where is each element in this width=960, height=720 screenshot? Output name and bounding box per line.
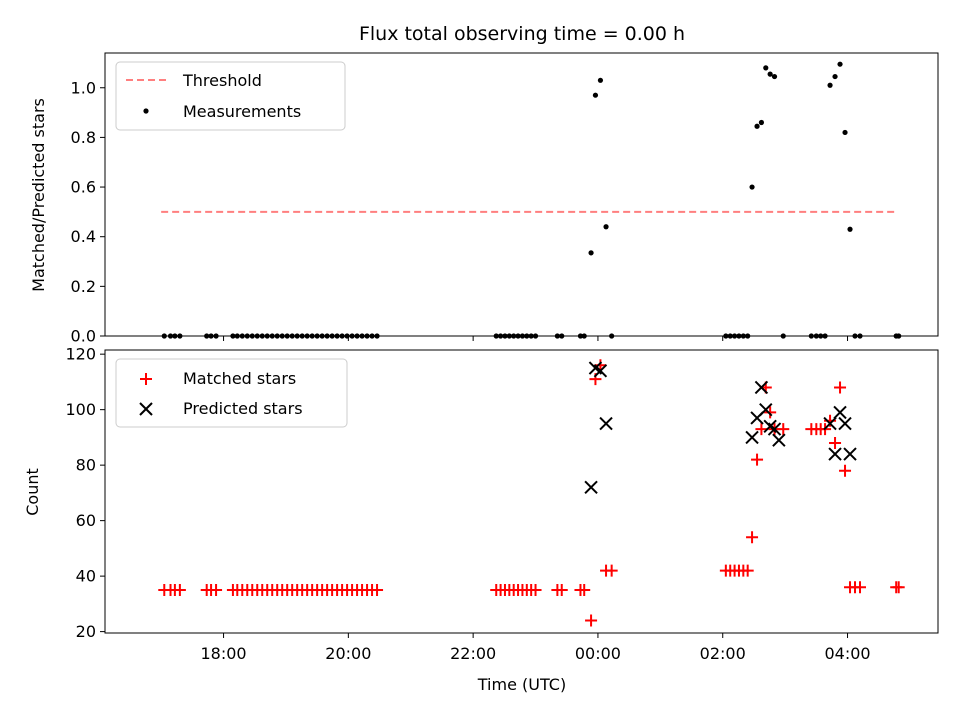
y-tick-label: 80	[76, 456, 96, 475]
matched-stars-point	[755, 423, 768, 436]
y-tick-label: 0.0	[71, 327, 96, 346]
y-tick-label: 0.2	[71, 277, 96, 296]
legend-matched-label: Matched stars	[183, 369, 296, 388]
measurement-point	[603, 224, 609, 230]
predicted-stars-point	[593, 364, 608, 378]
matched-stars-point	[746, 531, 759, 544]
bottom-x-ticks: 18:00 20:00 22:00 00:00 02:00 04:00	[200, 633, 871, 663]
measurement-point	[592, 92, 599, 98]
measurement-point	[837, 61, 843, 67]
measurement-point	[754, 123, 760, 129]
measurement-point	[832, 73, 838, 80]
measurement-point	[749, 184, 755, 190]
matched-stars-point	[751, 453, 764, 466]
matched-stars-point	[173, 583, 186, 596]
predicted-stars-point	[833, 405, 847, 420]
measurement-point	[588, 250, 594, 256]
legend-matched-swatch	[140, 373, 152, 385]
y-tick-label: 60	[76, 511, 96, 530]
top-legend: Threshold Measurements	[115, 61, 346, 131]
predicted-stars-point	[599, 416, 613, 431]
predicted-stars-point	[754, 380, 769, 395]
bottom-y-axis-label: Count	[23, 468, 42, 516]
bottom-y-ticks: 20 40 60 80 100 120	[65, 345, 105, 641]
predicted-stars-point	[767, 422, 782, 436]
y-tick-label: 40	[76, 567, 96, 586]
matched-stars-point	[764, 406, 777, 419]
measurement-point	[771, 73, 778, 80]
y-tick-label: 120	[65, 345, 96, 364]
y-tick-label: 0.4	[71, 227, 96, 246]
predicted-stars-point	[838, 416, 852, 431]
top-panel: 0.0 0.2 0.4 0.6 0.8 1.0 Matched/Predicted sta…	[29, 52, 939, 346]
x-tick-label: 18:00	[200, 644, 246, 663]
y-tick-label: 20	[76, 622, 96, 641]
legend-predicted-label: Predicted stars	[183, 399, 303, 418]
matched-stars-point	[210, 583, 223, 596]
matched-stars-point	[555, 583, 568, 596]
y-tick-label: 0.6	[71, 178, 96, 197]
x-tick-label: 22:00	[450, 644, 496, 663]
legend-predicted-swatch	[139, 402, 153, 416]
legend-measurements-swatch	[143, 108, 149, 114]
measurement-point	[827, 82, 833, 88]
predicted-stars-point	[584, 480, 598, 495]
measurement-point	[763, 65, 769, 71]
y-tick-label: 100	[65, 400, 96, 419]
x-tick-label: 00:00	[575, 644, 621, 663]
top-y-axis-label: Matched/Predicted stars	[29, 98, 48, 292]
y-tick-label: 1.0	[71, 78, 96, 97]
matched-stars-point	[529, 583, 542, 596]
measurement-point	[842, 129, 848, 136]
predicted-stars-point	[745, 430, 759, 445]
x-tick-label: 02:00	[700, 644, 746, 663]
matched-stars-point	[839, 464, 852, 477]
matched-stars-point	[777, 423, 790, 436]
bottom-panel: 20 40 60 80 100 120 18:00 20:00 22:00 00:00 02:00…	[23, 345, 939, 694]
measurement-point	[597, 77, 604, 83]
x-tick-label: 04:00	[824, 644, 870, 663]
matched-stars-point	[594, 359, 607, 372]
x-axis-label: Time (UTC)	[477, 675, 566, 694]
measurement-point	[767, 71, 773, 77]
matched-stars-point	[585, 614, 598, 627]
predicted-stars-point	[759, 402, 773, 417]
matched-stars-point	[892, 581, 905, 594]
matched-stars-point	[829, 436, 842, 449]
matched-stars-point	[741, 564, 754, 577]
top-panel-marks	[161, 61, 902, 339]
legend-measurements-label: Measurements	[183, 102, 301, 121]
top-y-ticks: 0.0 0.2 0.4 0.6 0.8 1.0	[71, 78, 105, 346]
measurement-point	[758, 119, 765, 126]
matched-stars-point	[854, 581, 867, 594]
chart-title: Flux total observing time = 0.00 h	[359, 23, 685, 45]
predicted-stars-point	[828, 447, 842, 461]
matched-stars-point	[371, 583, 384, 596]
matched-stars-point	[578, 583, 591, 596]
top-axes-frame	[104, 52, 939, 337]
x-tick-label: 20:00	[325, 644, 371, 663]
bottom-panel-marks	[158, 359, 905, 627]
legend-threshold-label: Threshold	[182, 71, 262, 90]
top-legend-box	[115, 61, 346, 131]
bottom-legend-box	[115, 358, 348, 428]
bottom-axes-frame	[104, 349, 939, 634]
y-tick-label: 0.8	[71, 128, 96, 147]
predicted-stars-point	[823, 416, 837, 431]
matched-stars-point	[605, 564, 618, 577]
measurement-point	[847, 226, 853, 232]
top-x-ticks	[223, 336, 849, 341]
bottom-legend: Matched stars Predicted stars	[115, 358, 348, 428]
predicted-stars-point	[843, 447, 857, 461]
matched-stars-point	[834, 381, 847, 394]
predicted-stars-point	[772, 433, 786, 447]
